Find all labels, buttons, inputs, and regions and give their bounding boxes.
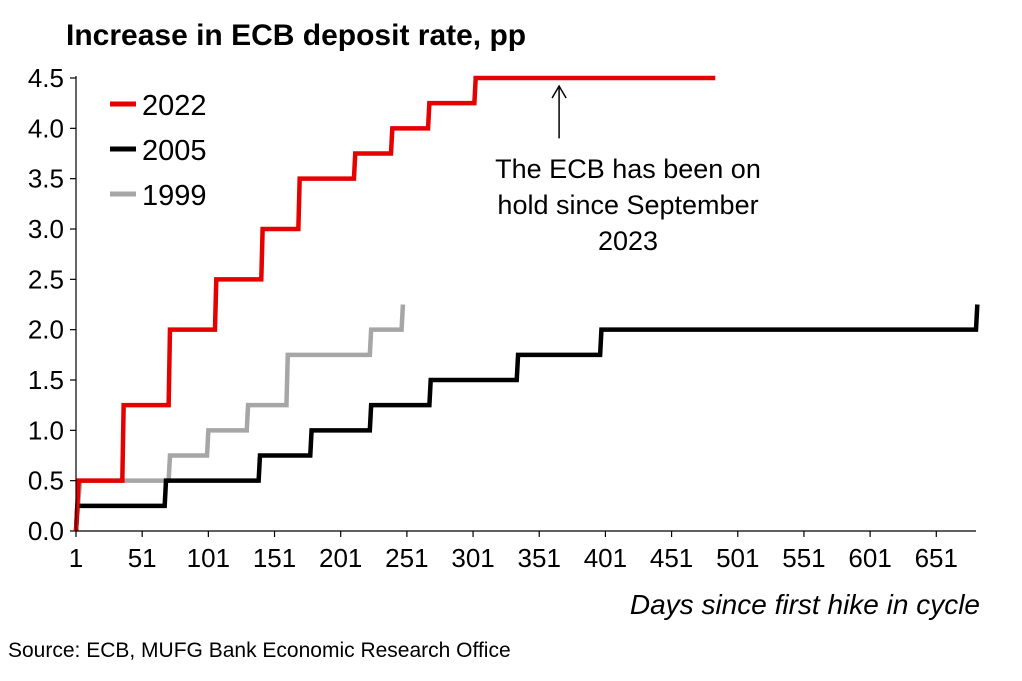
y-tick-label: 4.0	[28, 113, 64, 143]
y-tick-label: 0.5	[28, 466, 64, 496]
y-tick-label: 1.0	[28, 415, 64, 445]
x-axis-ticks: 1 51 101 151 201 251 301 351 401 451 501 551 601 651	[69, 531, 958, 573]
x-tick-label: 351	[518, 543, 561, 573]
legend-label-2005: 2005	[142, 135, 207, 167]
series-line-2022	[73, 75, 716, 532]
x-tick-label: 101	[187, 543, 230, 573]
chart-title: Increase in ECB deposit rate, pp	[66, 19, 526, 52]
series-lines	[73, 75, 980, 532]
annotation: The ECB has been on hold since September…	[495, 84, 761, 256]
y-axis-ticks: 0.0 0.5 1.0 1.5 2.0 2.5 3.0 3.5 4.0 4.5	[28, 63, 76, 546]
x-tick-label: 551	[782, 543, 825, 573]
x-tick-label: 401	[584, 543, 627, 573]
y-tick-label: 2.5	[28, 264, 64, 294]
x-tick-label: 51	[128, 543, 157, 573]
y-tick-label: 0.0	[28, 516, 64, 546]
x-tick-label: 1	[69, 543, 83, 573]
y-tick-label: 2.0	[28, 315, 64, 345]
x-axis-label: Days since first hike in cycle	[630, 589, 980, 620]
y-tick-label: 3.5	[28, 164, 64, 194]
annotation-arrowhead	[551, 84, 567, 99]
x-tick-label: 201	[319, 543, 362, 573]
y-tick-label: 4.5	[28, 63, 64, 93]
x-tick-label: 501	[716, 543, 759, 573]
x-tick-label: 451	[650, 543, 693, 573]
x-tick-label: 151	[253, 543, 296, 573]
legend-label-1999: 1999	[142, 180, 207, 212]
series-line-1999	[73, 304, 406, 532]
annotation-line-2: hold since September	[497, 190, 758, 220]
y-tick-label: 1.5	[28, 365, 64, 395]
series-line-2005	[73, 304, 980, 532]
source-note: Source: ECB, MUFG Bank Economic Research…	[8, 639, 511, 662]
x-tick-label: 601	[848, 543, 891, 573]
legend: 2022 2005 1999	[110, 90, 207, 212]
y-tick-label: 3.0	[28, 214, 64, 244]
x-tick-label: 301	[451, 543, 494, 573]
x-tick-label: 651	[915, 543, 958, 573]
x-tick-label: 251	[385, 543, 428, 573]
annotation-line-1: The ECB has been on	[495, 154, 761, 184]
annotation-line-3: 2023	[598, 226, 658, 256]
legend-label-2022: 2022	[142, 90, 207, 122]
